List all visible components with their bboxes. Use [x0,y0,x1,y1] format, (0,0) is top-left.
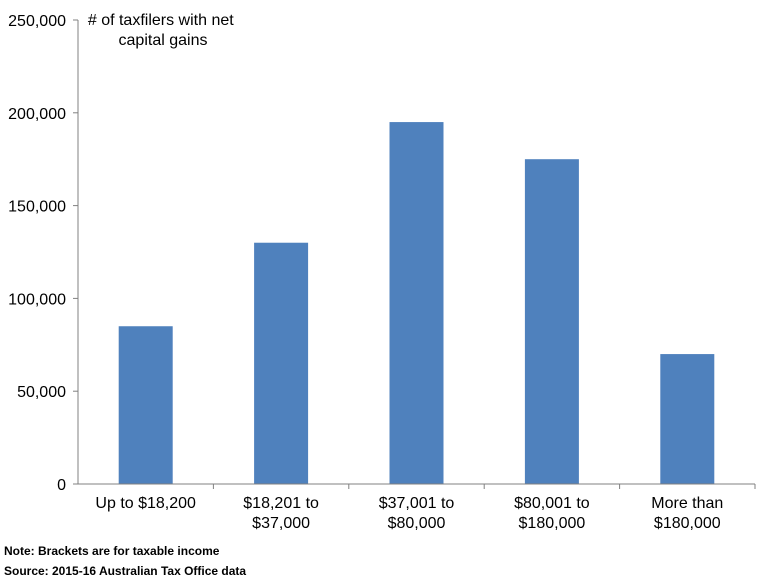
category-label: $37,001 to $80,000 [379,495,455,532]
y-tick-label: 0 [57,477,66,494]
y-axis-title: # of taxfilers with net capital gains [88,12,238,49]
category-label: $18,201 to $37,000 [243,495,319,532]
category-label-line: Up to $18,200 [95,495,196,512]
bar [389,122,444,484]
category-label-line: $37,000 [252,515,310,532]
category-label: Up to $18,200 [95,495,196,512]
category-label-line: $180,000 [654,515,721,532]
category-label-line: $80,001 to [514,495,590,512]
category-label: $80,001 to $180,000 [514,495,590,532]
bar [118,326,173,484]
category-label-line: $18,201 to [243,495,319,512]
y-tick-label: 50,000 [17,384,66,401]
category-label-line: $37,001 to [379,495,455,512]
bar [660,354,715,484]
bar-chart: 0 50,000 100,000 150,000 200,000 250,000 Up t… [8,12,756,532]
category-label-line: $180,000 [519,515,586,532]
bar [254,242,309,484]
footnotes: Note: Brackets are for taxable income So… [4,541,246,581]
source-text: Source: 2015-16 Australian Tax Office da… [4,564,247,578]
category-label-line: More than [651,495,723,512]
y-axis-ticks: 0 50,000 100,000 150,000 200,000 250,000 [8,13,78,494]
note-text: Note: Brackets are for taxable income [4,544,220,558]
y-tick-label: 100,000 [8,291,66,308]
y-axis-title-line-1: # of taxfilers with net [88,12,234,29]
bars [118,122,715,484]
category-label-line: $80,000 [388,515,446,532]
category-labels: Up to $18,200 $18,201 to $37,000 $37,001 to… [95,484,756,532]
y-tick-label: 250,000 [8,13,66,30]
y-tick-label: 200,000 [8,106,66,123]
y-tick-label: 150,000 [8,199,66,216]
category-label: More than $180,000 [651,495,723,532]
bar [524,159,579,484]
y-axis-title-line-2: capital gains [119,32,208,49]
